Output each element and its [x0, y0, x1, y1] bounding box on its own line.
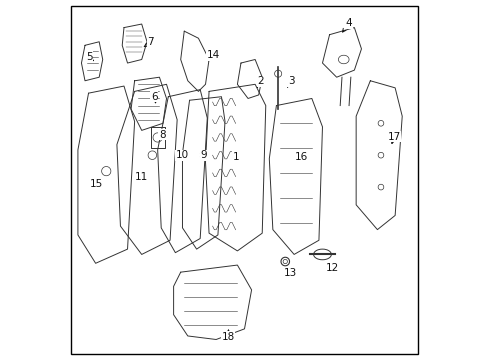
Text: 1: 1 — [232, 152, 239, 162]
Text: 6: 6 — [150, 92, 157, 103]
Text: 7: 7 — [144, 37, 154, 48]
Text: 13: 13 — [284, 268, 297, 278]
Text: 9: 9 — [200, 150, 206, 160]
Text: 12: 12 — [325, 262, 338, 273]
Text: 5: 5 — [86, 51, 93, 62]
Text: 8: 8 — [159, 130, 165, 140]
Text: 11: 11 — [135, 172, 148, 182]
Text: 18: 18 — [221, 330, 234, 342]
Text: 15: 15 — [89, 179, 103, 189]
Text: 16: 16 — [294, 152, 307, 162]
Text: 2: 2 — [257, 76, 264, 87]
Text: 10: 10 — [176, 150, 189, 160]
Text: 4: 4 — [342, 18, 352, 32]
Text: 17: 17 — [386, 132, 400, 144]
Text: 14: 14 — [206, 50, 220, 61]
Text: 3: 3 — [287, 76, 294, 87]
